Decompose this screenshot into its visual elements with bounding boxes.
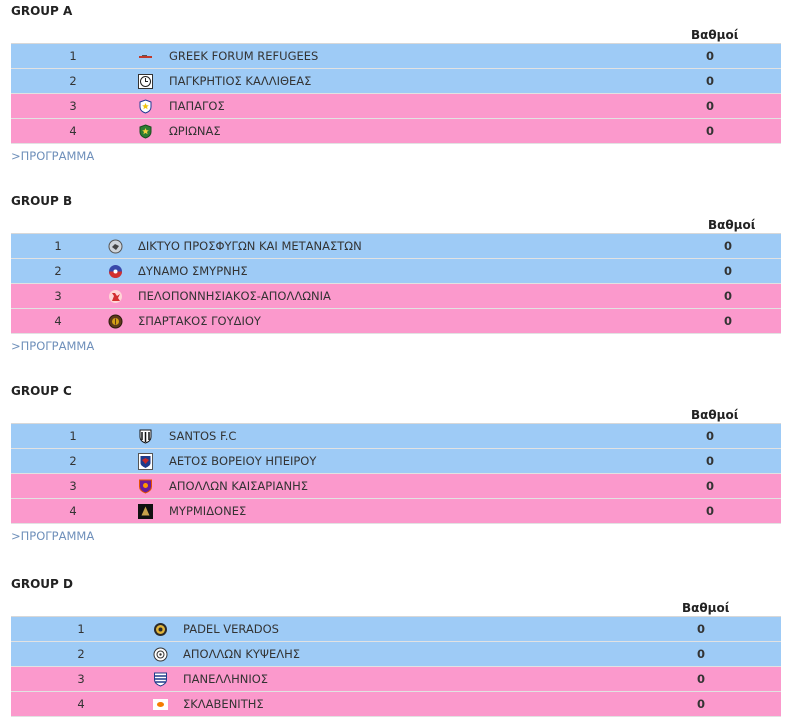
team-name[interactable]: GREEK FORUM REFUGEES [169,49,319,63]
position-cell: 4 [54,314,62,328]
table-row: 2 ΑΕΤΟΣ ΒΟΡΕΙΟΥ ΗΠΕΙΡΟΥ 0 [11,449,781,474]
table-row: 2 ΔΥΝΑΜΟ ΣΜΥΡΝΗΣ 0 [11,259,781,284]
team-name[interactable]: ΑΠΟΛΛΩΝ ΚΥΨΕΛΗΣ [183,647,301,661]
table-row: 3 ΑΠΟΛΛΩΝ ΚΑΙΣΑΡΙΑΝΗΣ 0 [11,474,781,499]
points-cell: 0 [723,264,732,278]
team-name[interactable]: ΣΠΑΡΤΑΚΟΣ ΓΟΥΔΙΟΥ [138,314,261,328]
table-row: 1 GREEK FORUM REFUGEES 0 [11,44,781,69]
position-cell: 4 [77,697,85,711]
position-cell: 2 [69,74,77,88]
gold-ring-crest-icon [153,622,168,637]
clock-crest-icon [138,74,153,89]
gfr-logo-icon [138,49,153,64]
eagle-crest-icon [138,453,153,470]
standings-table: 1 SANTOS F.C 0 2 ΑΕΤΟΣ ΒΟΡΕΙΟΥ ΗΠΕΙΡΟΥ 0… [11,423,781,524]
points-cell: 0 [696,647,705,661]
team-name[interactable]: ΠΑΠΑΓΟΣ [169,99,225,113]
group-title: GROUP D [11,577,73,591]
star-crest-icon [138,99,153,114]
group-title: GROUP B [11,194,73,208]
dark-helmet-icon [138,504,153,519]
program-link[interactable]: >ΠΡΟΓΡΑΜΜΑ [11,339,95,353]
table-row: 2 ΠΑΓΚΡΗΤΙΟΣ ΚΑΛΛΙΘΕΑΣ 0 [11,69,781,94]
table-row: 4 ΣΚΛΑΒΕΝΙΤΗΣ 0 [11,692,781,717]
points-column-header: Βαθμοί [682,601,730,615]
position-cell: 3 [69,99,77,113]
table-row: 4 ΣΠΑΡΤΑΚΟΣ ΓΟΥΔΙΟΥ 0 [11,309,781,334]
points-cell: 0 [705,454,714,468]
position-cell: 1 [77,622,85,636]
red-figure-crest-icon [108,289,123,304]
team-name[interactable]: PADEL VERADOS [183,622,279,636]
points-cell: 0 [705,479,714,493]
points-cell: 0 [705,124,714,138]
points-cell: 0 [705,429,714,443]
team-name[interactable]: ΑΠΟΛΛΩΝ ΚΑΙΣΑΡΙΑΝΗΣ [169,479,308,493]
points-cell: 0 [696,622,705,636]
position-cell: 2 [77,647,85,661]
orange-banner-icon [153,697,168,712]
team-name[interactable]: ΠΕΛΟΠΟΝΝΗΣΙΑΚΟΣ-ΑΠΟΛΛΩΝΙΑ [138,289,331,303]
points-cell: 0 [723,239,732,253]
points-cell: 0 [705,504,714,518]
points-cell: 0 [696,672,705,686]
gold-round-crest-icon [108,314,123,329]
standings-table: 1 ΔΙΚΤΥΟ ΠΡΟΣΦΥΓΩΝ ΚΑΙ ΜΕΤΑΝΑΣΤΩΝ 0 2 ΔΥ… [11,233,781,334]
table-row: 1 ΔΙΚΤΥΟ ΠΡΟΣΦΥΓΩΝ ΚΑΙ ΜΕΤΑΝΑΣΤΩΝ 0 [11,234,781,259]
table-row: 4 ΜΥΡΜΙΔΟΝΕΣ 0 [11,499,781,524]
table-row: 3 ΠΑΠΑΓΟΣ 0 [11,94,781,119]
position-cell: 1 [54,239,62,253]
program-link[interactable]: >ΠΡΟΓΡΑΜΜΑ [11,149,95,163]
position-cell: 4 [69,504,77,518]
team-name[interactable]: ΠΑΝΕΛΛΗΝΙΟΣ [183,672,269,686]
position-cell: 3 [54,289,62,303]
purple-shield-icon [138,479,153,494]
position-cell: 1 [69,49,77,63]
standings-table: 1 GREEK FORUM REFUGEES 0 2 ΠΑΓΚΡΗΤΙΟΣ ΚΑ… [11,43,781,144]
striped-crest-icon [138,429,153,444]
table-row: 1 SANTOS F.C 0 [11,424,781,449]
points-cell: 0 [705,74,714,88]
team-name[interactable]: ΠΑΓΚΡΗΤΙΟΣ ΚΑΛΛΙΘΕΑΣ [169,74,312,88]
position-cell: 2 [69,454,77,468]
team-name[interactable]: ΜΥΡΜΙΔΟΝΕΣ [169,504,247,518]
grey-circle-crest-icon [108,239,123,254]
team-name[interactable]: ΔΙΚΤΥΟ ΠΡΟΣΦΥΓΩΝ ΚΑΙ ΜΕΤΑΝΑΣΤΩΝ [138,239,362,253]
team-name[interactable]: ΔΥΝΑΜΟ ΣΜΥΡΝΗΣ [138,264,248,278]
points-column-header: Βαθμοί [708,218,756,232]
group-title: GROUP A [11,4,73,18]
position-cell: 2 [54,264,62,278]
points-cell: 0 [705,49,714,63]
blue-white-shield-icon [153,672,168,687]
team-name[interactable]: ΑΕΤΟΣ ΒΟΡΕΙΟΥ ΗΠΕΙΡΟΥ [169,454,317,468]
points-cell: 0 [705,99,714,113]
green-shield-icon [138,124,153,139]
position-cell: 4 [69,124,77,138]
table-row: 2 ΑΠΟΛΛΩΝ ΚΥΨΕΛΗΣ 0 [11,642,781,667]
points-cell: 0 [723,314,732,328]
white-round-crest-icon [153,647,168,662]
points-column-header: Βαθμοί [691,408,739,422]
points-cell: 0 [696,697,705,711]
position-cell: 3 [69,479,77,493]
position-cell: 1 [69,429,77,443]
team-name[interactable]: ΣΚΛΑΒΕΝΙΤΗΣ [183,697,264,711]
standings-table: 1 PADEL VERADOS 0 2 ΑΠΟΛΛΩΝ ΚΥΨΕΛΗΣ 0 3 … [11,616,781,717]
points-column-header: Βαθμοί [691,28,739,42]
table-row: 4 ΩΡΙΩΝΑΣ 0 [11,119,781,144]
red-blue-crest-icon [108,264,123,279]
table-row: 3 ΠΕΛΟΠΟΝΝΗΣΙΑΚΟΣ-ΑΠΟΛΛΩΝΙΑ 0 [11,284,781,309]
program-link[interactable]: >ΠΡΟΓΡΑΜΜΑ [11,529,95,543]
position-cell: 3 [77,672,85,686]
points-cell: 0 [723,289,732,303]
group-title: GROUP C [11,384,72,398]
team-name[interactable]: ΩΡΙΩΝΑΣ [169,124,221,138]
team-name[interactable]: SANTOS F.C [169,429,237,443]
table-row: 1 PADEL VERADOS 0 [11,617,781,642]
table-row: 3 ΠΑΝΕΛΛΗΝΙΟΣ 0 [11,667,781,692]
